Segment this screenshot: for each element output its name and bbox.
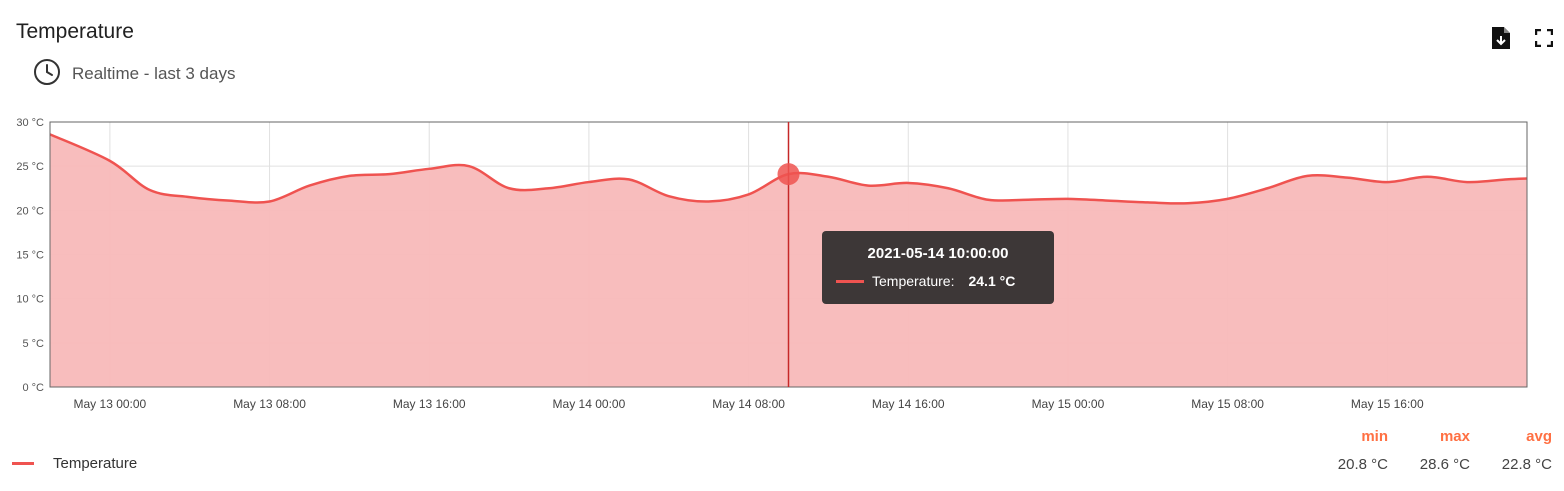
tooltip-time: 2021-05-14 10:00:00 [867, 245, 1009, 262]
stat-max-value: 28.6 °C [1419, 456, 1470, 473]
legend-swatch [12, 462, 34, 465]
x-tick-label: May 15 00:00 [1032, 397, 1105, 411]
x-tick-label: May 14 00:00 [553, 397, 626, 411]
timewindow-label: Realtime - last 3 days [72, 64, 236, 83]
stat-max-header: max [1439, 428, 1470, 445]
y-tick-label: 10 °C [16, 294, 44, 306]
stat-min-header: min [1361, 428, 1388, 445]
export-button[interactable] [1487, 26, 1515, 54]
temperature-chart[interactable]: 0 °C 5 °C 10 °C 15 °C 20 °C 25 °C 30 °C May 13 … [0, 110, 1564, 425]
clock-icon [32, 57, 62, 92]
fullscreen-button[interactable] [1530, 26, 1558, 54]
x-tick-label: May 14 08:00 [712, 397, 785, 411]
x-tick-label: May 15 08:00 [1191, 397, 1264, 411]
y-tick-label: 20 °C [16, 205, 44, 217]
x-tick-label: May 13 08:00 [233, 397, 306, 411]
file-export-icon [1490, 26, 1512, 55]
x-tick-label: May 13 00:00 [74, 397, 147, 411]
legend-stats: min 20.8 °C max 28.6 °C avg 22.8 °C [1306, 428, 1552, 473]
y-tick-label: 25 °C [16, 161, 44, 173]
y-tick-label: 30 °C [16, 117, 44, 129]
hover-point [777, 163, 800, 186]
widget-title: Temperature [16, 20, 134, 43]
y-tick-label: 0 °C [22, 382, 44, 394]
x-tick-label: May 15 16:00 [1351, 397, 1424, 411]
legend-item-temperature[interactable]: Temperature [12, 455, 137, 472]
y-tick-label: 5 °C [22, 338, 44, 350]
stat-avg-header: avg [1526, 428, 1552, 445]
timewindow-selector[interactable]: Realtime - last 3 days [32, 58, 235, 90]
chart-tooltip: 2021-05-14 10:00:00 Temperature: 24.1 °C [822, 231, 1054, 304]
fullscreen-icon [1534, 28, 1554, 52]
tooltip-series-swatch [836, 279, 864, 283]
x-tick-label: May 14 16:00 [872, 397, 945, 411]
tooltip-value: 24.1 °C [968, 273, 1016, 289]
temperature-line [49, 133, 1528, 205]
stat-avg-value: 22.8 °C [1501, 456, 1552, 473]
x-tick-label: May 13 16:00 [393, 397, 466, 411]
stat-min-value: 20.8 °C [1337, 456, 1388, 473]
y-tick-label: 15 °C [16, 250, 44, 262]
tooltip-series-label: Temperature: [872, 273, 955, 289]
legend-label: Temperature [53, 455, 138, 472]
